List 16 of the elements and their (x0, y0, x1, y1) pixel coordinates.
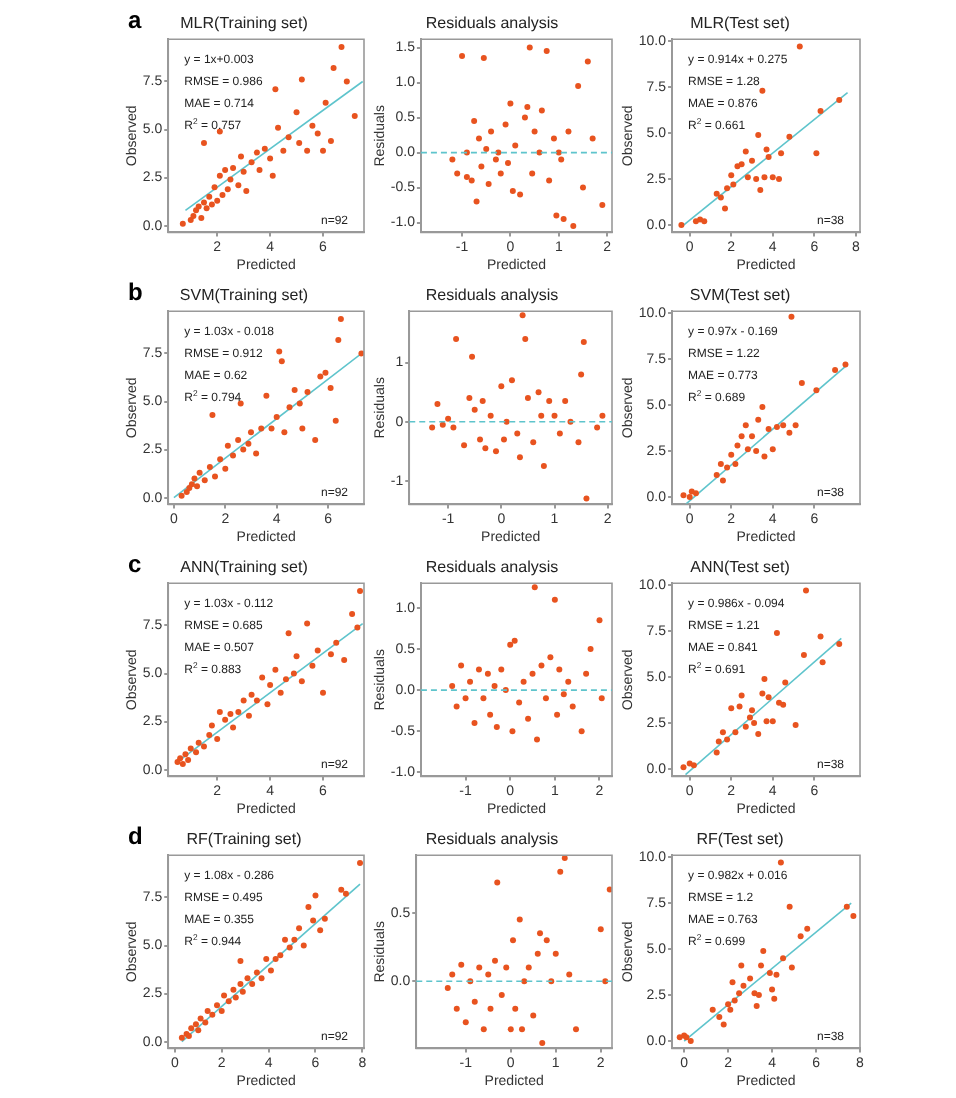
chart-title: Residuals analysis (425, 558, 559, 577)
chart-title: Residuals analysis (425, 14, 559, 33)
chart-title: MLR(Training set) (180, 14, 309, 33)
chart-title: SVM(Training set) (179, 286, 309, 305)
chart-title: ANN(Test set) (690, 558, 791, 577)
text: a (128, 6, 142, 34)
chart-title: MLR(Test set) (690, 14, 791, 33)
text: c (128, 550, 142, 578)
text: b (128, 278, 143, 306)
chart-title: SVM(Test set) (689, 286, 791, 305)
chart-title: ANN(Training set) (180, 558, 309, 577)
chart-title: RF(Training set) (186, 830, 303, 849)
chart-title: Residuals analysis (425, 286, 559, 305)
chart-title: Residuals analysis (425, 830, 559, 849)
chart-title: RF(Test set) (696, 830, 785, 849)
text: d (128, 822, 143, 850)
